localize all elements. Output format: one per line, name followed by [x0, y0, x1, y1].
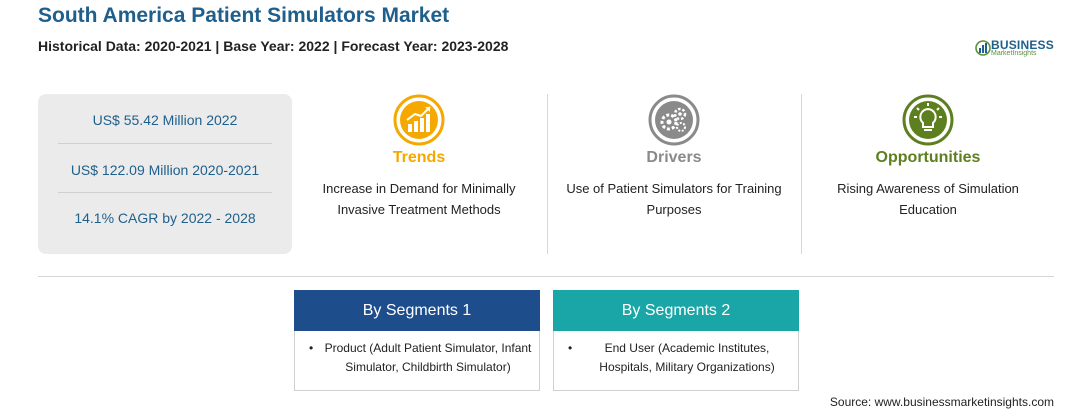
trends-heading: Trends — [392, 149, 446, 166]
stat-market-size-2022: US$ 55.42 Million 2022 — [92, 112, 238, 128]
segment-2-item: • End User (Academic Institutes, Hospita… — [568, 339, 794, 377]
stats-panel: US$ 55.42 Million 2022 US$ 122.09 Millio… — [38, 94, 292, 254]
business-market-insights-logo: BUSINESS MarketInsights — [975, 38, 1065, 60]
bullet-icon: • — [568, 341, 573, 355]
stats-divider — [58, 192, 272, 193]
source-citation: Source: www.businessmarketinsights.com — [829, 395, 1054, 409]
opportunities-description: Rising Awareness of Simulation Education — [837, 181, 1019, 217]
page-title: South America Patient Simulators Market — [38, 4, 450, 27]
column-divider — [547, 94, 548, 254]
segment-1-title: By Segments 1 — [294, 290, 540, 331]
segment-card-1: By Segments 1 • Product (Adult Patient S… — [294, 290, 540, 391]
opportunities-heading: Opportunities — [875, 149, 981, 166]
gears-icon — [648, 94, 700, 146]
stats-divider — [58, 143, 272, 144]
lightbulb-icon — [902, 94, 954, 146]
logo-sub-text: MarketInsights — [991, 50, 1037, 57]
opportunities-column: Opportunities Rising Awareness of Simula… — [801, 94, 1055, 254]
stat-cagr: 14.1% CAGR by 2022 - 2028 — [74, 210, 256, 226]
logo-brand-text: BUSINESS — [991, 38, 1054, 52]
trends-column: Trends Increase in Demand for Minimally … — [292, 94, 546, 254]
trend-chart-icon — [393, 94, 445, 146]
drivers-column: Drivers Use of Patient Simulators for Tr… — [547, 94, 801, 254]
segment-1-item: • Product (Adult Patient Simulator, Infa… — [309, 339, 535, 377]
segment-2-item-text: End User (Academic Institutes, Hospitals… — [599, 341, 775, 374]
segment-card-2: By Segments 2 • End User (Academic Insti… — [553, 290, 799, 391]
bullet-icon: • — [309, 341, 314, 355]
logo-icon — [975, 40, 991, 56]
trends-description: Increase in Demand for Minimally Invasiv… — [322, 181, 516, 217]
stat-historical-value: US$ 122.09 Million 2020-2021 — [70, 162, 260, 178]
segment-1-item-text: Product (Adult Patient Simulator, Infant… — [324, 341, 532, 374]
segment-2-title: By Segments 2 — [553, 290, 799, 331]
section-divider — [38, 276, 1054, 277]
column-divider — [801, 94, 802, 254]
page-subtitle: Historical Data: 2020-2021 | Base Year: … — [38, 38, 509, 54]
drivers-description: Use of Patient Simulators for Training P… — [566, 181, 782, 217]
drivers-heading: Drivers — [646, 149, 702, 166]
